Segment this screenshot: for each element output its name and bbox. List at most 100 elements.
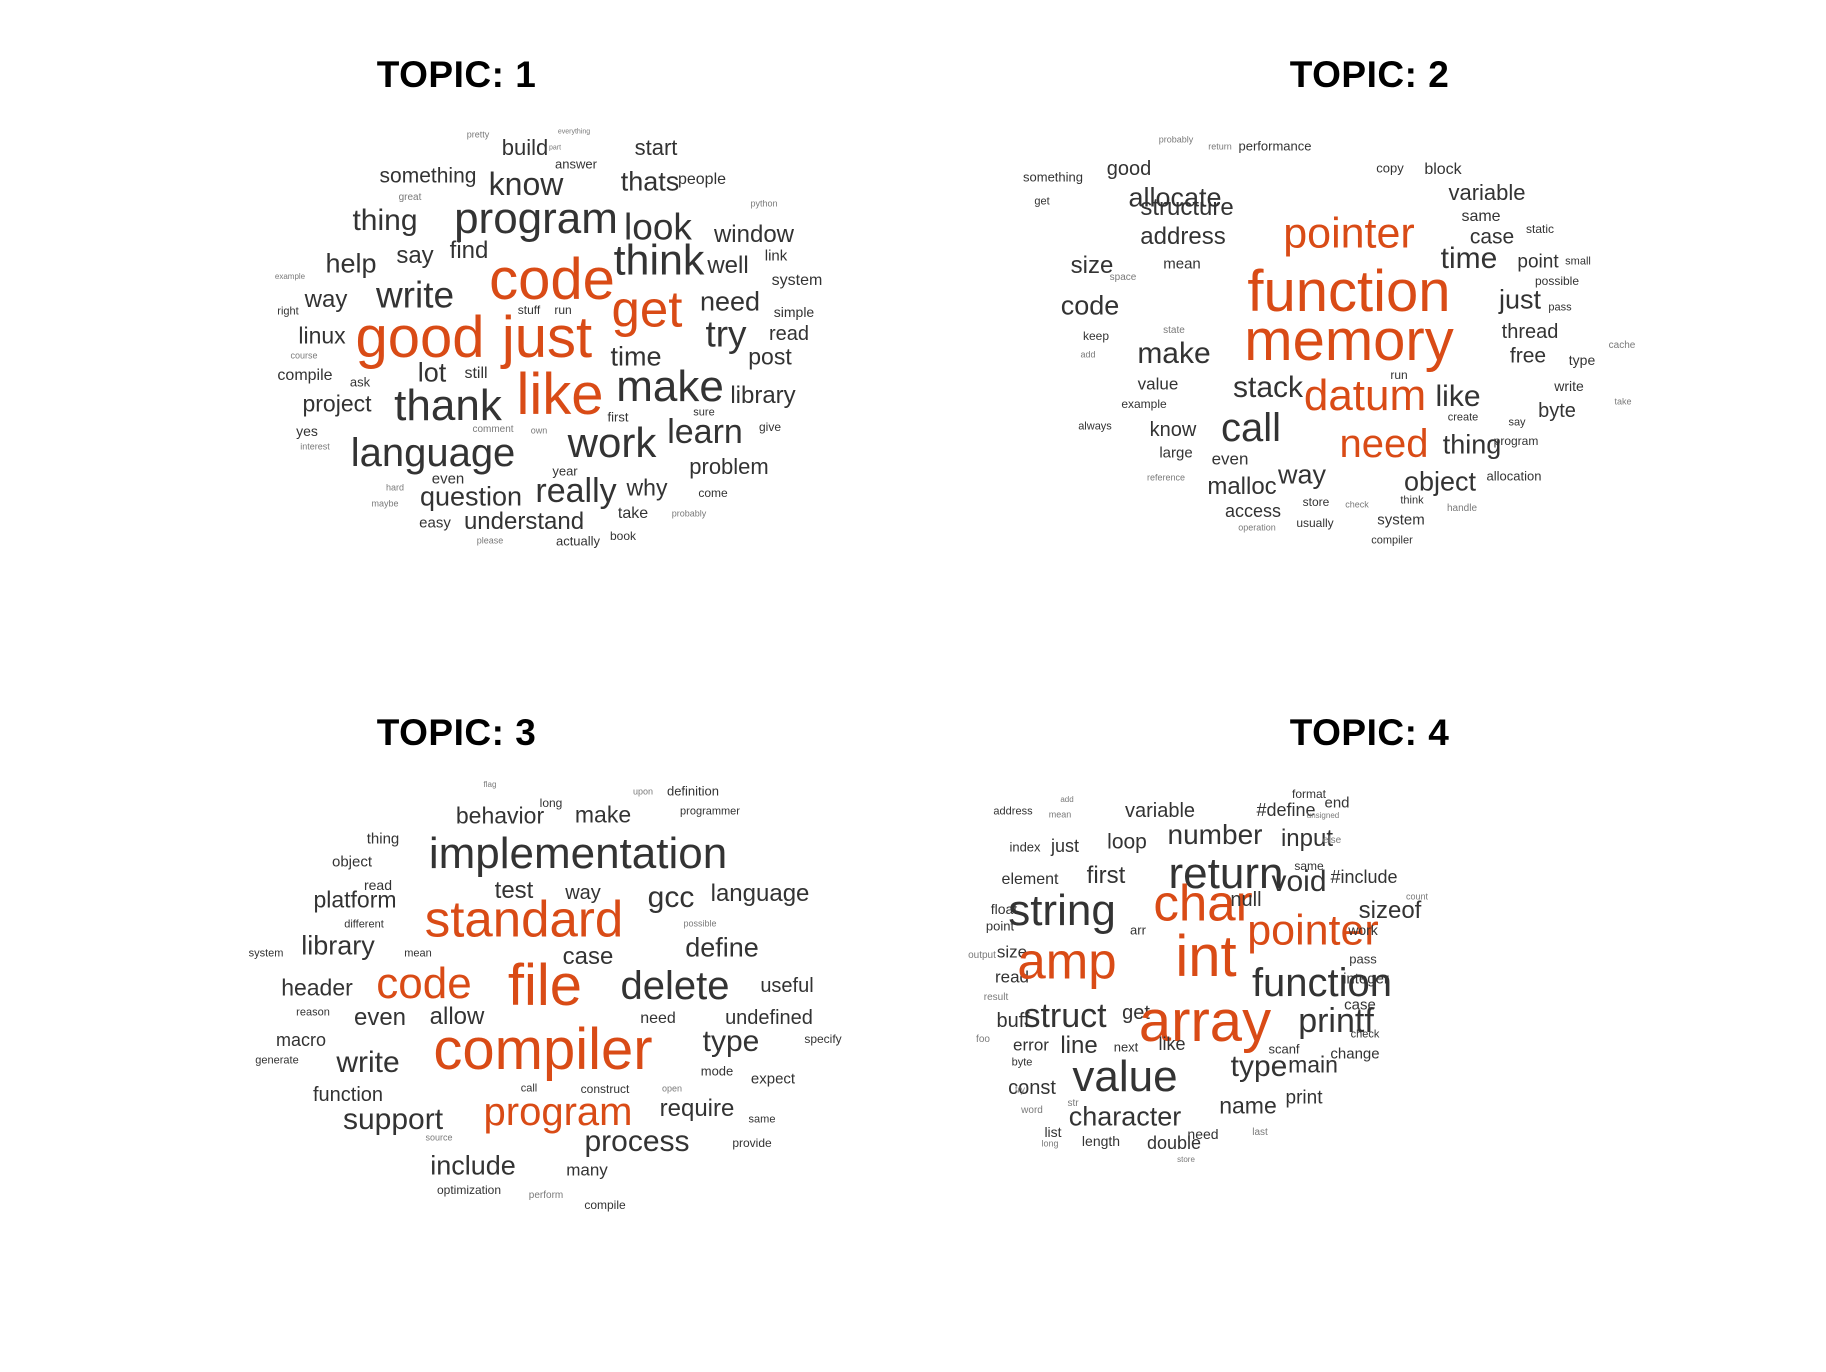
cloud-word: thing — [352, 204, 418, 237]
cloud-word: need — [640, 1010, 676, 1027]
cloud-word: way — [304, 286, 348, 313]
cloud-word: operation — [1238, 522, 1276, 533]
cloud-word: well — [707, 252, 749, 279]
cloud-word: pointer — [1283, 209, 1415, 258]
cloud-word: mode — [700, 1063, 734, 1079]
cloud-word: implementation — [428, 829, 728, 878]
cloud-word: character — [1068, 1101, 1182, 1132]
cloud-word: own — [530, 425, 548, 436]
cloud-word: lot — [417, 357, 447, 388]
cloud-word: loop — [1107, 830, 1147, 854]
cloud-word: amp — [1017, 932, 1117, 990]
cloud-word: address — [993, 805, 1033, 818]
cloud-word: probably — [671, 508, 707, 519]
cloud-word: just — [1498, 284, 1542, 315]
cloud-word: thing — [366, 830, 400, 848]
cloud-word: give — [758, 420, 782, 434]
cloud-word: platform — [313, 886, 397, 913]
cloud-word: #include — [1330, 867, 1398, 887]
cloud-word: like — [1158, 1034, 1186, 1054]
cloud-word: part — [548, 144, 562, 152]
cloud-word: possible — [683, 918, 717, 929]
cloud-word: write — [1554, 378, 1584, 394]
cloud-word: behavior — [455, 802, 545, 829]
cloud-word: type — [702, 1025, 760, 1058]
cloud-word: source — [425, 1132, 453, 1143]
cloud-word: address — [1140, 223, 1226, 250]
cloud-word: comment — [472, 424, 514, 435]
cloud-word: buff — [996, 1010, 1030, 1032]
cloud-word: pass — [1349, 951, 1377, 967]
cloud-word: project — [302, 390, 372, 417]
cloud-word: delete — [620, 964, 730, 1008]
cloud-word: char — [1153, 874, 1253, 932]
cloud-word: scanf — [1268, 1041, 1300, 1057]
cloud-word: error — [1013, 1035, 1049, 1055]
cloud-word: block — [1424, 161, 1462, 178]
cloud-word: line — [1060, 1032, 1098, 1059]
cloud-word: result — [983, 992, 1009, 1003]
cloud-word: add — [1060, 795, 1074, 804]
cloud-word: think — [1400, 494, 1424, 507]
cloud-word: index — [1009, 839, 1041, 855]
cloud-word: say — [396, 242, 434, 269]
cloud-word: handle — [1446, 503, 1478, 514]
panel-topic-3: TOPIC: 3 flag long upon definition behavior m… — [0, 686, 913, 1372]
cloud-word: same — [1294, 859, 1324, 873]
cloud-word: double — [1146, 1133, 1202, 1153]
cloud-word: try — [705, 313, 747, 355]
cloud-word: optimization — [436, 1183, 502, 1197]
cloud-word: write — [375, 274, 455, 316]
cloud-word: need — [1187, 1126, 1219, 1142]
cloud-word: usually — [1296, 516, 1334, 530]
cloud-word: provide — [732, 1136, 772, 1150]
word-cloud: format end add address mean variable #define un… — [913, 686, 1826, 1372]
cloud-word: example — [1121, 397, 1167, 411]
cloud-word: say — [1508, 416, 1526, 429]
cloud-word: count — [1405, 891, 1429, 902]
cloud-word: need — [699, 286, 761, 317]
cloud-word: space — [1109, 272, 1137, 283]
cloud-word: make — [574, 801, 632, 828]
cloud-word: perform — [528, 1190, 564, 1201]
cloud-word: type — [1568, 352, 1596, 368]
cloud-word: printf — [1298, 1002, 1374, 1040]
cloud-word: learn — [667, 413, 743, 451]
cloud-word: pointer — [1247, 906, 1379, 955]
panel-title: TOPIC: 4 — [1289, 712, 1450, 753]
cloud-word: expect — [750, 1070, 796, 1088]
word-cloud: probably return performance good copy block so… — [913, 0, 1826, 686]
cloud-word: structure — [1140, 194, 1234, 221]
cloud-word: why — [626, 474, 668, 501]
cloud-word: get — [611, 280, 683, 338]
cloud-word: even — [353, 1004, 407, 1031]
cloud-word: #define — [1256, 800, 1316, 820]
cloud-word: next — [1113, 1039, 1139, 1055]
cloud-word: access — [1224, 501, 1282, 521]
cloud-word: word — [1021, 1105, 1043, 1116]
cloud-word: useful — [760, 975, 814, 997]
cloud-word: help — [325, 248, 377, 279]
cloud-word: allow — [429, 1003, 485, 1030]
cloud-word: length — [1081, 1133, 1121, 1149]
cloud-word: list — [1044, 1124, 1062, 1140]
cloud-word: way — [565, 882, 601, 904]
cloud-word: integer — [1343, 970, 1389, 988]
cloud-word: work — [567, 419, 657, 466]
cloud-word: require — [659, 1095, 735, 1122]
cloud-word: last — [1252, 1127, 1268, 1138]
cloud-word: value — [1072, 1052, 1178, 1101]
cloud-word: construct — [580, 1082, 630, 1096]
cloud-word: know — [488, 166, 564, 202]
cloud-word: long — [539, 796, 563, 810]
cloud-word: include — [430, 1150, 516, 1181]
cloud-word: language — [710, 880, 810, 907]
cloud-word: first — [1086, 862, 1126, 889]
cloud-word: macro — [275, 1030, 327, 1050]
cloud-word: input — [1280, 825, 1334, 852]
cloud-word: main — [1288, 1051, 1338, 1078]
cloud-word: allocation — [1486, 468, 1542, 484]
cloud-word: like — [516, 362, 604, 427]
cloud-word: case — [1344, 996, 1376, 1014]
cloud-word: simple — [773, 304, 815, 320]
